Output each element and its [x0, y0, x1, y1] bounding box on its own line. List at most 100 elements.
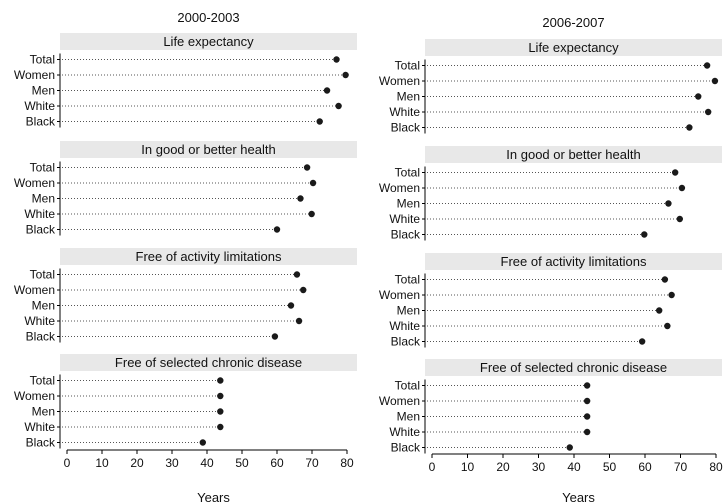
- panel-4: Free of selected chronic disease TotalWom…: [379, 359, 722, 455]
- panel-strip: [425, 39, 722, 56]
- x-tick-label: 30: [165, 456, 179, 470]
- data-point: [217, 423, 224, 431]
- data-point: [703, 62, 711, 69]
- category-label: Men: [32, 192, 55, 206]
- panel-title: In good or better health: [141, 142, 275, 157]
- category-label: Women: [14, 176, 55, 190]
- x-axis: 0 10 20 30 40 50 60 70 80 Years: [429, 453, 723, 504]
- category-label: Black: [26, 330, 56, 344]
- panel-title: In good or better health: [506, 147, 640, 162]
- data-point: [583, 382, 591, 389]
- panel-strip: [425, 253, 722, 270]
- data-point: [656, 307, 663, 314]
- x-axis-label: Years: [562, 490, 595, 504]
- category-label: Black: [391, 441, 421, 455]
- panel-strip: [60, 248, 357, 265]
- category-label: Total: [395, 59, 420, 73]
- panel-strip: [60, 354, 357, 371]
- data-point: [295, 317, 303, 325]
- x-tick-label: 30: [532, 460, 546, 474]
- data-point: [583, 428, 591, 436]
- data-point: [217, 392, 224, 400]
- data-point: [309, 179, 317, 187]
- category-label: White: [24, 207, 55, 221]
- category-label: Total: [395, 273, 420, 287]
- category-label: Men: [32, 405, 55, 419]
- panel-strip: [60, 141, 357, 158]
- data-point: [297, 195, 304, 202]
- data-point: [661, 276, 669, 283]
- x-tick-label: 10: [95, 456, 109, 470]
- data-point: [273, 226, 281, 233]
- category-label: Men: [397, 90, 420, 104]
- category-label: Total: [395, 379, 420, 393]
- x-tick-label: 50: [603, 460, 617, 474]
- data-point: [316, 118, 323, 125]
- category-label: White: [24, 314, 55, 328]
- category-label: White: [24, 420, 55, 434]
- category-label: Total: [30, 374, 55, 388]
- category-label: Women: [14, 283, 55, 297]
- category-label: Men: [397, 197, 420, 211]
- data-point: [668, 291, 675, 299]
- panel-title: Life expectancy: [163, 34, 254, 49]
- category-label: Black: [391, 121, 421, 135]
- category-label: Black: [391, 335, 421, 349]
- category-label: Women: [379, 74, 420, 88]
- category-label: Total: [395, 166, 420, 180]
- category-label: Men: [32, 84, 55, 98]
- data-point: [323, 87, 331, 94]
- data-point: [303, 164, 311, 171]
- data-point: [678, 184, 686, 192]
- category-label: Women: [14, 68, 55, 82]
- data-point: [583, 397, 591, 405]
- category-label: Women: [379, 288, 420, 302]
- x-tick-label: 80: [340, 456, 354, 470]
- data-point: [271, 333, 279, 340]
- category-label: Women: [14, 389, 55, 403]
- category-label: White: [389, 425, 420, 439]
- category-label: Total: [30, 161, 55, 175]
- data-point: [199, 439, 206, 446]
- data-point: [293, 271, 301, 278]
- x-tick-label: 0: [429, 460, 436, 474]
- data-point: [342, 71, 349, 79]
- x-tick-label: 70: [305, 456, 319, 470]
- data-point: [287, 302, 295, 309]
- category-label: Black: [26, 115, 56, 129]
- x-axis: 0 10 20 30 40 50 60 70 80 Years: [64, 449, 354, 504]
- panel-4: Free of selected chronic disease TotalWom…: [14, 354, 357, 450]
- data-point: [665, 200, 672, 207]
- data-point: [686, 124, 693, 131]
- data-point: [704, 108, 712, 116]
- panel-title: Free of selected chronic disease: [115, 355, 302, 370]
- x-tick-label: 50: [235, 456, 249, 470]
- panel-strip: [425, 146, 722, 163]
- x-tick-label: 70: [674, 460, 688, 474]
- data-point: [641, 231, 648, 238]
- x-tick-label: 20: [496, 460, 510, 474]
- x-tick-label: 0: [64, 456, 71, 470]
- category-label: White: [389, 212, 420, 226]
- data-point: [638, 338, 646, 345]
- x-tick-label: 10: [461, 460, 475, 474]
- panel-strip: [60, 33, 357, 50]
- category-label: Total: [30, 268, 55, 282]
- category-label: Black: [26, 436, 56, 450]
- category-label: Total: [30, 53, 55, 67]
- category-label: Women: [379, 181, 420, 195]
- data-point: [671, 169, 679, 176]
- panel-title: Free of activity limitations: [136, 249, 282, 264]
- panel-strip: [425, 359, 722, 376]
- category-label: Black: [26, 223, 56, 237]
- category-label: Black: [391, 228, 421, 242]
- data-point: [664, 322, 671, 330]
- chart-title: 2006-2007: [542, 15, 604, 30]
- category-label: Men: [397, 304, 420, 318]
